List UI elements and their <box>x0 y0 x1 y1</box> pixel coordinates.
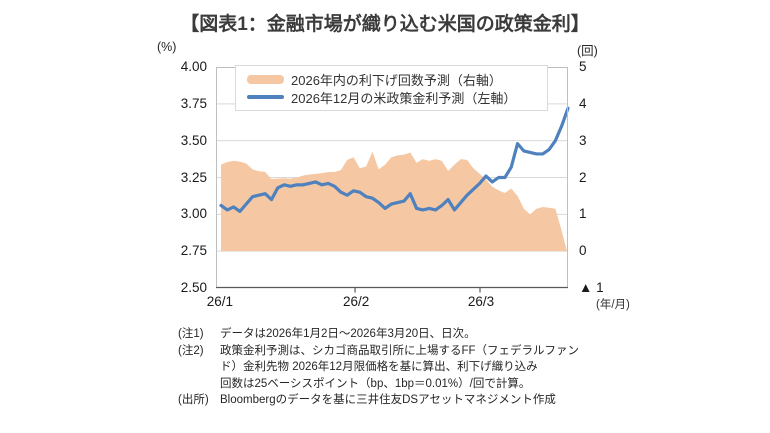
left-axis-tick-label: 2.50 <box>180 280 207 295</box>
note-label: (注2) <box>178 344 204 357</box>
x-axis-tick-label: 26/2 <box>342 294 370 309</box>
x-axis-unit: (年/月) <box>596 299 630 311</box>
chart-plot: 2026年内の利下げ回数予測（右軸） 2026年12月の米政策金利予測（左軸） <box>216 65 570 293</box>
chart-legend: 2026年内の利下げ回数予測（右軸） 2026年12月の米政策金利予測（左軸） <box>235 65 548 111</box>
right-axis-tick-label: ▲ 1 <box>579 280 604 295</box>
legend-item-area: 2026年内の利下げ回数予測（右軸） <box>247 70 547 88</box>
right-axis-tick-label: 2 <box>579 169 587 185</box>
right-axis-unit: (回) <box>577 44 598 58</box>
legend-label-line: 2026年12月の米政策金利予測（左軸） <box>291 90 517 106</box>
note-label <box>178 359 220 376</box>
left-axis-tick-label: 3.25 <box>180 169 207 185</box>
left-axis-tick-label: 3.50 <box>180 132 207 148</box>
note-text: 回数は25ベーシスポイント（bp、1bp＝0.01%）/回で計算。 <box>220 377 531 390</box>
note-row: 回数は25ベーシスポイント（bp、1bp＝0.01%）/回で計算。 <box>178 376 579 393</box>
note-row: (注2) 政策金利予測は、シカゴ商品取引所に上場するFF（フェデラルファン <box>178 343 579 360</box>
note-text: データは2026年1月2日～2026年3月20日、日次。 <box>220 328 476 340</box>
x-axis-tick-label: 26/1 <box>206 294 233 309</box>
notes-block: (注1) データは2026年1月2日～2026年3月20日、日次。 (注2) 政… <box>178 326 579 409</box>
left-axis-unit: (%) <box>157 40 177 54</box>
note-text: Bloombergのデータを基に三井住友DSアセットマネジメント作成 <box>220 394 556 406</box>
note-text: 政策金利予測は、シカゴ商品取引所に上場するFF（フェデラルファン <box>220 344 580 357</box>
area-series-swatch <box>247 74 284 84</box>
line-series <box>219 106 570 213</box>
right-axis-tick-label: 1 <box>579 206 587 222</box>
note-row: (注1) データは2026年1月2日～2026年3月20日、日次。 <box>178 326 579 343</box>
note-row: ド）金利先物 2026年12月限価格を基に算出、利下げ織り込み <box>178 359 579 376</box>
right-axis-tick-label: 5 <box>579 59 587 74</box>
note-text: ド）金利先物 2026年12月限価格を基に算出、利下げ織り込み <box>220 361 538 373</box>
page-title: 【図表1：金融市場が織り込む米国の政策金利】 <box>180 14 590 35</box>
right-axis-tick-label: 0 <box>579 243 587 259</box>
legend-label-area: 2026年内の利下げ回数予測（右軸） <box>291 72 502 88</box>
note-label <box>178 376 220 393</box>
x-axis-tick-label: 26/3 <box>467 294 495 309</box>
legend-item-line: 2026年12月の米政策金利予測（左軸） <box>247 88 547 106</box>
left-axis-tick-label: 3.75 <box>180 95 207 111</box>
left-axis-tick-label: 2.75 <box>180 243 207 259</box>
left-axis-tick-label: 3.00 <box>180 206 207 222</box>
left-axis-tick-label: 4.00 <box>180 59 207 74</box>
note-label: (出所) <box>178 394 209 406</box>
note-label: (注1) <box>178 328 204 340</box>
right-axis-tick-label: 3 <box>579 132 587 148</box>
line-series-swatch <box>247 95 284 99</box>
note-row: (出所) Bloombergのデータを基に三井住友DSアセットマネジメント作成 <box>178 392 579 409</box>
right-axis-tick-label: 4 <box>579 95 587 111</box>
